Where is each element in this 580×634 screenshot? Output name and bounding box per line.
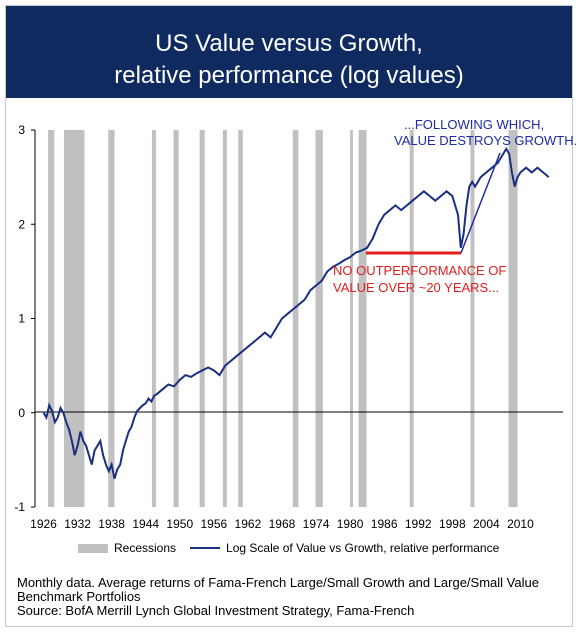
- recession-bar: [350, 130, 353, 507]
- x-tick-label: 1962: [235, 517, 262, 531]
- chart-notes: Monthly data. Average returns of Fama-Fr…: [17, 576, 567, 618]
- x-tick-label: 1944: [132, 517, 159, 531]
- x-tick-label: 1950: [166, 517, 193, 531]
- recession-bar: [238, 130, 243, 507]
- note-data-description: Monthly data. Average returns of Fama-Fr…: [17, 575, 539, 604]
- x-tick-label: 1926: [30, 517, 57, 531]
- y-axis-ticks: -1 0 1 2 3: [14, 123, 35, 514]
- recession-bar: [173, 130, 179, 507]
- recession-bar: [315, 130, 323, 507]
- series-line: [42, 146, 550, 479]
- recession-bar: [108, 130, 115, 507]
- legend-recession-label: Recessions: [114, 541, 177, 555]
- recession-bar: [292, 130, 299, 507]
- x-tick-label: 1968: [269, 517, 296, 531]
- recession-bar: [470, 130, 475, 507]
- chart-legend: Recessions Log Scale of Value vs Growth,…: [78, 541, 499, 555]
- x-tick-label: 1974: [303, 517, 330, 531]
- recession-bar: [48, 130, 55, 507]
- x-tick-label: 1980: [337, 517, 364, 531]
- x-tick-label: 1938: [98, 517, 125, 531]
- recession-bar: [199, 130, 205, 507]
- y-tick-label: 1: [18, 312, 25, 326]
- recession-bar: [508, 130, 518, 507]
- legend-series-label: Log Scale of Value vs Growth, relative p…: [226, 541, 500, 555]
- legend-series-swatch: [190, 547, 221, 549]
- legend-recession-swatch: [78, 543, 108, 553]
- y-tick-label: 2: [18, 217, 25, 231]
- y-tick-label: 0: [18, 406, 25, 420]
- breakout-arrow-line: [460, 152, 501, 254]
- x-tick-label: 1956: [200, 517, 227, 531]
- recession-bar: [151, 130, 156, 507]
- y-tick-label: -1: [14, 500, 25, 514]
- chart-frame: [5, 5, 573, 627]
- x-tick-label: 2010: [507, 517, 534, 531]
- annotation-following-line1: ...FOLLOWING WHICH,: [404, 117, 544, 132]
- recession-bar: [409, 130, 414, 507]
- annotation-no-outperformance-line1: NO OUTPERFORMANCE OF: [333, 263, 506, 278]
- x-tick-label: 1998: [439, 517, 466, 531]
- chart-title: US Value versus Growth,: [155, 30, 423, 57]
- x-tick-label: 2004: [473, 517, 500, 531]
- recession-bar: [222, 130, 227, 507]
- note-source: Source: BofA Merrill Lynch Global Invest…: [17, 603, 415, 618]
- y-tick-label: 3: [18, 123, 25, 137]
- annotation-following-line2: VALUE DESTROYS GROWTH.: [394, 133, 577, 148]
- x-axis-ticks: 1926 1932 1938 1944 1950 1956 1962 1968 1974 1980…: [30, 517, 534, 531]
- recession-bar: [63, 130, 85, 507]
- x-tick-label: 1986: [371, 517, 398, 531]
- recession-bars: [48, 130, 518, 507]
- chart-subtitle: relative performance (log values): [114, 62, 464, 89]
- annotation-no-outperformance-line2: VALUE OVER ~20 YEARS...: [333, 280, 499, 295]
- recession-bar: [358, 130, 367, 507]
- x-tick-label: 1932: [64, 517, 91, 531]
- chart-header: US Value versus Growth, relative perform…: [6, 6, 572, 98]
- x-tick-label: 1992: [405, 517, 432, 531]
